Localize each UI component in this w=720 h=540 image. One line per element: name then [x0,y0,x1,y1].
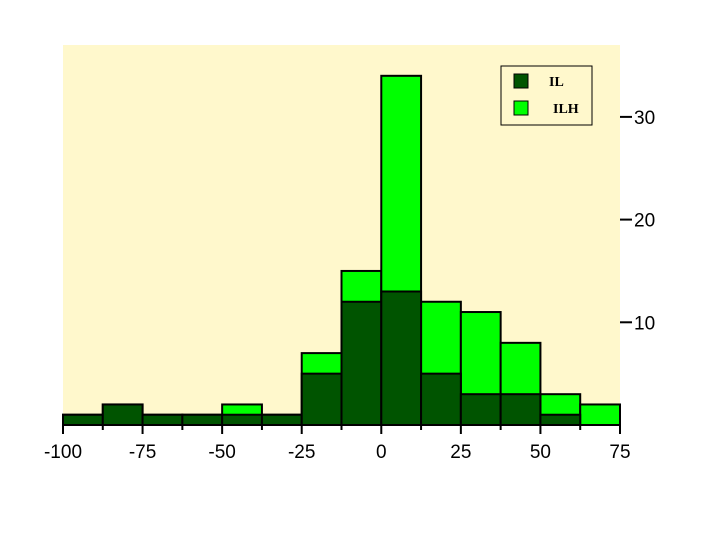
x-tick-label: 50 [530,442,551,463]
bar-il-5 [260,413,303,427]
bar-il-4 [221,413,263,427]
bar-il-2 [141,413,184,427]
bar-il-3 [181,413,224,427]
bar-il-1 [101,403,144,427]
bar-il-9 [420,372,462,427]
legend-swatch-ilh [513,100,529,116]
legend-swatch-il [513,73,529,89]
bar-il-6 [300,372,343,427]
x-tick-label: -100 [44,442,82,463]
bar-il-10 [459,393,502,426]
bar-il-0 [62,413,104,427]
legend: IL ILH [500,65,593,126]
legend-label-il: IL [549,75,564,90]
x-axis-ticks: -100 -75 -50 -25 0 25 50 75 [44,425,631,463]
x-tick-label: -50 [208,442,235,463]
x-tick-label: 75 [609,442,630,463]
legend-label-ilh: ILH [553,102,579,117]
x-tick-label: 25 [450,442,471,463]
bar-ilh-13 [579,403,622,427]
bar-il-8 [380,290,423,426]
y-axis-ticks: 10 20 30 [620,108,655,334]
y-tick-label: 20 [634,211,655,232]
bar-il-12 [539,413,582,427]
bar-il-7 [340,300,383,426]
x-tick-label: 0 [376,442,387,463]
y-tick-label: 10 [634,313,655,334]
bar-il-11 [499,393,542,426]
x-tick-label: -25 [288,442,315,463]
y-tick-label: 30 [634,108,655,129]
x-tick-label: -75 [129,442,156,463]
